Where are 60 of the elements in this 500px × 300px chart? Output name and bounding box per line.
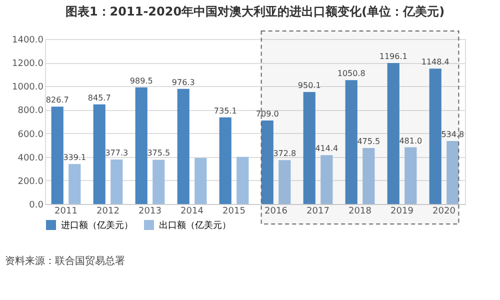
bar <box>177 88 190 204</box>
y-tick-label: 800.0 <box>18 106 44 116</box>
y-tick-label: 400.0 <box>18 153 44 164</box>
x-tick-label: 2013 <box>138 206 162 216</box>
x-tick-label: 2011 <box>54 206 78 216</box>
data-label: 735.1 <box>214 106 237 116</box>
bar <box>51 106 64 204</box>
bar <box>362 148 375 204</box>
y-tick-label: 1000.0 <box>12 82 44 93</box>
bar <box>236 156 249 204</box>
data-label: 1148.4 <box>421 58 450 67</box>
bar <box>278 160 291 204</box>
x-tick-label: 2017 <box>306 206 330 216</box>
bar <box>93 104 106 204</box>
bar <box>446 140 459 204</box>
bar <box>404 147 417 204</box>
data-label: 481.0 <box>399 136 422 146</box>
text: 资料来源：联合国贸易总署 <box>5 255 125 267</box>
x-tick-label: 2015 <box>222 206 246 216</box>
x-tick-label: 2018 <box>348 206 372 216</box>
bar <box>110 160 123 204</box>
data-label: 1196.1 <box>379 52 408 62</box>
y-tick-label: 200.0 <box>18 176 44 187</box>
bar <box>320 155 333 204</box>
bar <box>194 158 207 204</box>
bar <box>387 63 400 204</box>
data-label: 845.7 <box>88 93 111 102</box>
bar <box>68 164 81 204</box>
data-label: 534.8 <box>441 130 464 139</box>
data-label: 1050.8 <box>337 69 366 78</box>
bar <box>152 160 165 204</box>
bar <box>429 68 442 204</box>
data-label: 976.3 <box>172 78 195 87</box>
data-label: 375.5 <box>147 148 170 158</box>
chart-title: 图表1：2011-2020年中国对澳大利亚的进出口额变化(单位：亿美元) <box>65 4 445 18</box>
x-tick-label: 2019 <box>390 206 414 216</box>
data-label: 414.4 <box>315 144 338 154</box>
x-tick-label: 2016 <box>264 206 288 216</box>
x-tick-label: 2012 <box>96 206 120 216</box>
legend-label: 进口额（亿美元） <box>61 220 133 231</box>
data-label: 989.5 <box>130 76 153 86</box>
legend-label: 出口额（亿美元） <box>159 220 231 231</box>
x-tick-label: 2014 <box>180 206 204 216</box>
y-tick-label: 1400.0 <box>12 36 44 46</box>
data-label: 475.5 <box>357 136 380 146</box>
y-tick-label: 600.0 <box>18 130 44 140</box>
y-tick-label: 1200.0 <box>12 59 44 70</box>
bar <box>135 87 148 204</box>
x-tick-label: 2020 <box>432 206 456 216</box>
data-label: 339.1 <box>63 153 86 162</box>
data-label: 372.8 <box>273 149 296 158</box>
bar <box>303 92 316 204</box>
data-label: 950.1 <box>298 81 321 90</box>
bar <box>345 80 358 204</box>
y-tick-label: 0.0 <box>29 200 44 210</box>
data-label: 709.0 <box>256 109 279 118</box>
data-label: 826.7 <box>46 96 69 105</box>
data-label: 377.3 <box>105 148 128 158</box>
bar <box>219 117 232 204</box>
bar <box>261 120 274 204</box>
